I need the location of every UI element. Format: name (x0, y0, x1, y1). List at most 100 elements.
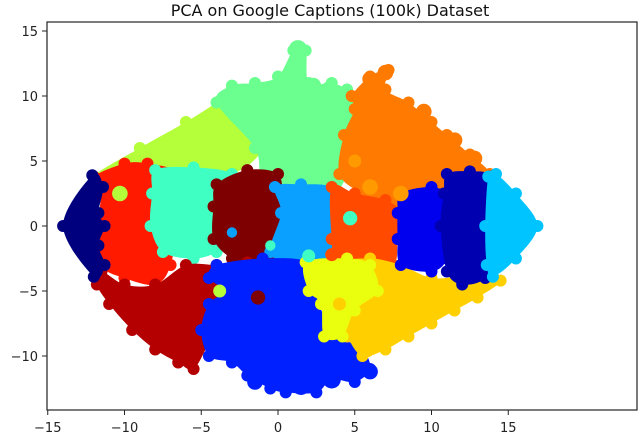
scatter-point (362, 71, 378, 87)
scatter-point (210, 259, 223, 271)
y-tick-label: −5 (19, 285, 38, 300)
scatter-point (265, 240, 276, 251)
scatter-point (226, 227, 238, 238)
scatter-point (225, 79, 238, 92)
scatter-point (325, 248, 339, 262)
scatter-point (379, 83, 392, 96)
scatter-point (362, 363, 378, 380)
chart-title: PCA on Google Captions (100k) Dataset (171, 1, 490, 20)
scatter-point (275, 207, 288, 219)
scatter-point (379, 343, 392, 356)
scatter-point (314, 298, 327, 310)
scatter-point (402, 330, 415, 343)
plot-area (57, 40, 544, 399)
scatter-point (310, 386, 323, 399)
scatter-point (248, 142, 261, 154)
scatter-point (345, 90, 358, 102)
scatter-point (126, 324, 139, 336)
scatter-point (425, 181, 438, 193)
scatter-point (318, 330, 331, 343)
scatter-point (509, 252, 522, 265)
y-tick-label: −10 (11, 350, 38, 365)
scatter-point (92, 207, 105, 219)
scatter-point (341, 252, 354, 265)
scatter-point (250, 86, 266, 103)
scatter-point (479, 220, 492, 232)
x-tick-label: 0 (274, 421, 282, 436)
scatter-point (364, 259, 377, 271)
scatter-point (348, 304, 361, 317)
scatter-point (489, 168, 502, 180)
scatter-point (207, 200, 220, 213)
scatter-point (164, 259, 177, 271)
scatter-point (295, 178, 308, 191)
scatter-point (394, 259, 407, 271)
scatter-point (456, 278, 469, 291)
cluster-region (397, 186, 449, 272)
scatter-point (272, 70, 284, 83)
scatter-point (531, 220, 544, 232)
scatter-point (377, 64, 394, 81)
x-tick-label: −5 (192, 421, 211, 436)
scatter-point (103, 298, 116, 310)
scatter-point (362, 179, 378, 195)
scatter-point (210, 96, 223, 109)
scatter-point (268, 181, 281, 193)
scatter-point (118, 157, 131, 170)
scatter-point (288, 40, 308, 59)
y-tick-label: 10 (21, 90, 38, 105)
scatter-point (471, 291, 484, 304)
scatter-point (248, 77, 261, 89)
scatter-point (302, 249, 316, 263)
scatter-point (250, 290, 266, 305)
scatter-point (112, 185, 128, 202)
cluster-region (212, 169, 286, 265)
scatter-point (391, 233, 404, 245)
cluster-region (201, 258, 371, 394)
y-axis: −10 −5 0 5 10 15 (11, 25, 47, 365)
scatter-point (187, 161, 200, 174)
y-tick-label: 5 (30, 155, 38, 170)
scatter-point (348, 187, 361, 200)
cluster-region (485, 170, 538, 277)
scatter-point (256, 252, 269, 265)
scatter-point (402, 96, 415, 109)
axes-frame (46, 21, 638, 411)
scatter-point (393, 185, 409, 202)
scatter-point (187, 363, 200, 375)
scatter-point (466, 150, 483, 167)
scatter-point (195, 324, 208, 336)
scatter-point (348, 103, 361, 115)
scatter-point (202, 272, 215, 284)
x-tick-label: −15 (34, 421, 61, 436)
scatter-point (172, 356, 185, 369)
scatter-point (144, 220, 157, 232)
scatter-point (87, 270, 100, 283)
scatter-point (207, 233, 220, 245)
scatter-point (425, 317, 438, 330)
scatter-point (434, 220, 447, 232)
scatter-point (179, 116, 192, 128)
scatter-point (149, 343, 162, 356)
scatter-point (92, 239, 105, 252)
scatter-point (210, 246, 223, 258)
scatter-point (213, 284, 227, 298)
scatter-point (448, 304, 461, 317)
scatter-point (440, 265, 453, 278)
scatter-point (149, 278, 162, 291)
scatter-point (149, 164, 162, 177)
scatter-point (486, 270, 499, 283)
scatter-point (146, 187, 159, 200)
scatter-point (179, 259, 192, 271)
y-tick-label: 15 (21, 25, 38, 40)
scatter-point (291, 376, 311, 395)
scatter-point (97, 181, 110, 193)
scatter-point (86, 169, 99, 182)
scatter-point (247, 374, 263, 390)
scatter-point (322, 370, 341, 389)
scatter-point (332, 297, 346, 311)
scatter-point (480, 259, 493, 271)
scatter-point (302, 285, 315, 297)
scatter-point (425, 265, 438, 278)
